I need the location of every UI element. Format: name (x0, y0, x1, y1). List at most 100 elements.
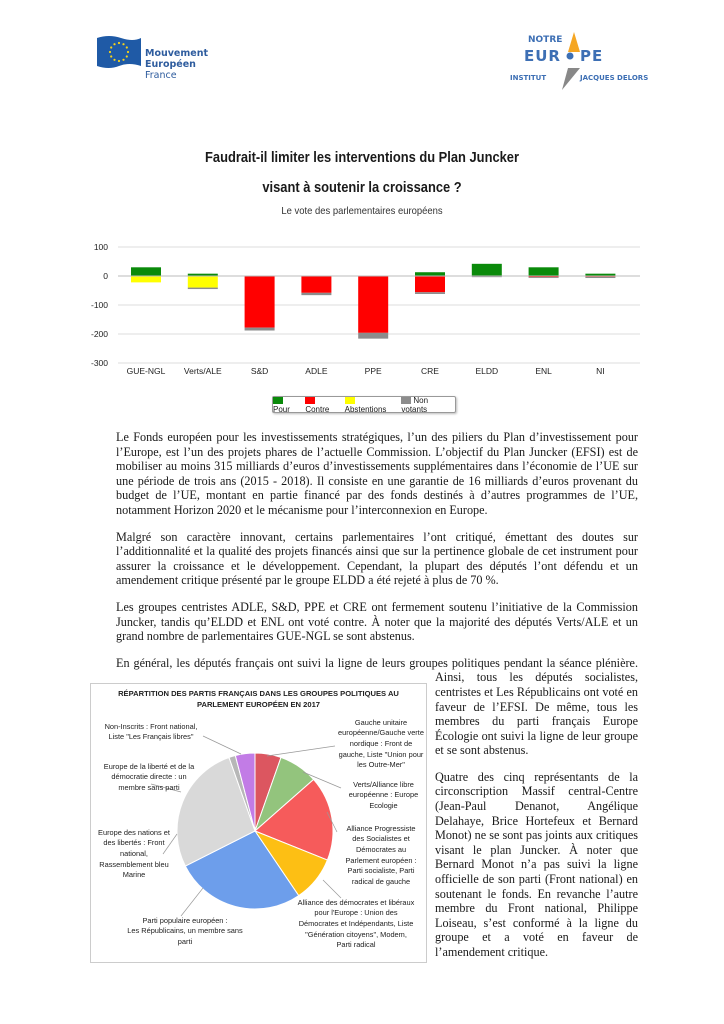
bar-non-votants (528, 277, 559, 279)
leader-line (202, 735, 242, 755)
legend-label: Non votants (401, 395, 429, 414)
legend-label: Contre (305, 404, 330, 414)
bar-contre (244, 276, 275, 328)
label-line: Marine (122, 870, 146, 880)
pie-slice-label: Parti populaire européen : Les Républicai… (115, 916, 255, 948)
label-line: Liste "Les Français libres" (108, 732, 194, 742)
y-tick-label: 0 (103, 271, 108, 281)
pie-slice-label: Europe de la liberté et de la démocratie … (91, 762, 207, 794)
article-body: Le Fonds européen pour les investissemen… (90, 430, 638, 972)
label-line: gauche, Liste "Union pour (338, 749, 424, 759)
bar-non-votants (471, 276, 502, 278)
eu-flag-icon (97, 36, 141, 68)
bar-pour (528, 267, 559, 276)
y-tick-label: -300 (90, 358, 108, 368)
legend-item: Non votants (401, 396, 455, 414)
wrapped-section: RÉPARTITION DES PARTIS FRANÇAIS DANS LES… (90, 656, 638, 963)
label-line: les Outre-Mer" (357, 760, 405, 770)
pie-slice-label: Alliance Progressiste des Socialistes et D… (336, 824, 426, 888)
label-line: radical de gauche (351, 876, 411, 886)
label-line: Parlement européen : (345, 855, 417, 865)
legend-item: Abstentions (344, 396, 398, 414)
bar-non-votants (301, 292, 332, 296)
leader-line (180, 887, 204, 916)
logo-line: JACQUES DELORS (580, 74, 649, 82)
pie-slice-label: Gauche unitaire européenne/Gauche verte no… (336, 718, 426, 771)
label-line: Parti radical (336, 940, 376, 950)
pie-slice-label: Verts/Alliance libre européenne : Europe E… (341, 780, 426, 812)
pie-slice (184, 830, 300, 910)
legend-swatch (401, 396, 412, 404)
star-icon (125, 55, 128, 58)
mouvement-europeen-text: Mouvement Européen France (145, 48, 208, 81)
star-icon (110, 55, 113, 58)
notre-europe-logo: NOTRE EUR PE INSTITUT JACQUES DELORS (488, 30, 648, 90)
pie-title-line: RÉPARTITION DES PARTIS FRANÇAIS DANS LES… (118, 688, 399, 698)
bar-abstentions (187, 276, 218, 288)
title-line: Faudrait-il limiter les interventions du… (205, 149, 519, 166)
leader-line (302, 771, 342, 789)
label-line: des Socialistes et (352, 834, 410, 844)
bar-non-votants (244, 327, 275, 331)
label-line: Verts/Alliance libre (353, 779, 414, 789)
logo-line: PE (580, 47, 604, 65)
star-icon (117, 41, 121, 45)
pie-title: RÉPARTITION DES PARTIS FRANÇAIS DANS LES… (91, 688, 426, 710)
label-line: européenne/Gauche verte (338, 728, 424, 738)
bar-non-votants (187, 287, 218, 290)
title-line: visant à soutenir la croissance ? (262, 179, 462, 196)
logo-line: EUR (524, 47, 561, 65)
logo-line: INSTITUT (510, 74, 547, 82)
compass-needle-icon (562, 32, 580, 90)
star-icon (110, 46, 113, 49)
label-line: Alliance des démocrates et libéraux (297, 897, 415, 907)
paragraph: Le Fonds européen pour les investissemen… (116, 430, 638, 517)
pie-chart-figure: RÉPARTITION DES PARTIS FRANÇAIS DANS LES… (90, 682, 427, 963)
leader-line (266, 745, 336, 757)
chart-legend: Pour Contre Abstentions Non votants (272, 396, 456, 414)
star-icon (117, 59, 121, 63)
label-line: Parti populaire européen : (142, 915, 228, 925)
label-line: pour l'Europe : Union des (314, 908, 398, 918)
bar-contre (301, 276, 332, 293)
logo-line: France (145, 70, 177, 81)
x-category-label: ADLE (305, 366, 328, 376)
bar-pour (187, 273, 218, 276)
bar-contre (528, 276, 559, 278)
bar-non-votants (415, 292, 445, 294)
legend-swatch (305, 396, 316, 404)
leader-line (322, 879, 342, 898)
pie-slice-label: Alliance des démocrates et libéraux pour … (287, 898, 425, 951)
pie-slice-label: Non-Inscrits : Front national, Liste "Les… (95, 722, 207, 743)
pie-slice (254, 778, 334, 861)
vote-bar-chart (118, 246, 640, 364)
label-line: nordique : Front de (349, 738, 413, 748)
legend-swatch (344, 396, 355, 404)
legend-item: Contre (305, 396, 340, 414)
star-icon (122, 43, 125, 46)
label-line: Europe des nations et (98, 827, 170, 837)
label-line: des libertés : Front (103, 838, 165, 848)
bar-pour (131, 267, 161, 276)
label-line: Rassemblement bleu (99, 859, 169, 869)
leader-line (162, 833, 178, 854)
label-line: démocratie directe : un (111, 772, 187, 782)
star-icon (125, 46, 128, 49)
bar-non-votants (585, 276, 616, 279)
label-line: Non-Inscrits : Front national, (104, 721, 198, 731)
y-tick-label: 100 (93, 242, 108, 252)
star-icon (122, 58, 125, 61)
label-line: Alliance Progressiste (346, 823, 416, 833)
mouvement-europeen-logo (95, 34, 143, 75)
leader-line (326, 811, 338, 832)
bar-contre (415, 276, 445, 293)
x-category-label: GUE-NGL (126, 366, 166, 376)
star-icon (113, 43, 116, 46)
bar-pour (415, 272, 445, 276)
legend-label: Abstentions (344, 404, 387, 414)
pie-chart (150, 735, 342, 916)
chart-title: Le vote des parlementaires européens (281, 205, 443, 217)
paragraph: Les groupes centristes ADLE, S&D, PPE et… (116, 599, 638, 644)
paragraph: Quatre des cinq représentants de la circ… (435, 769, 638, 959)
pie-slice (176, 756, 256, 867)
